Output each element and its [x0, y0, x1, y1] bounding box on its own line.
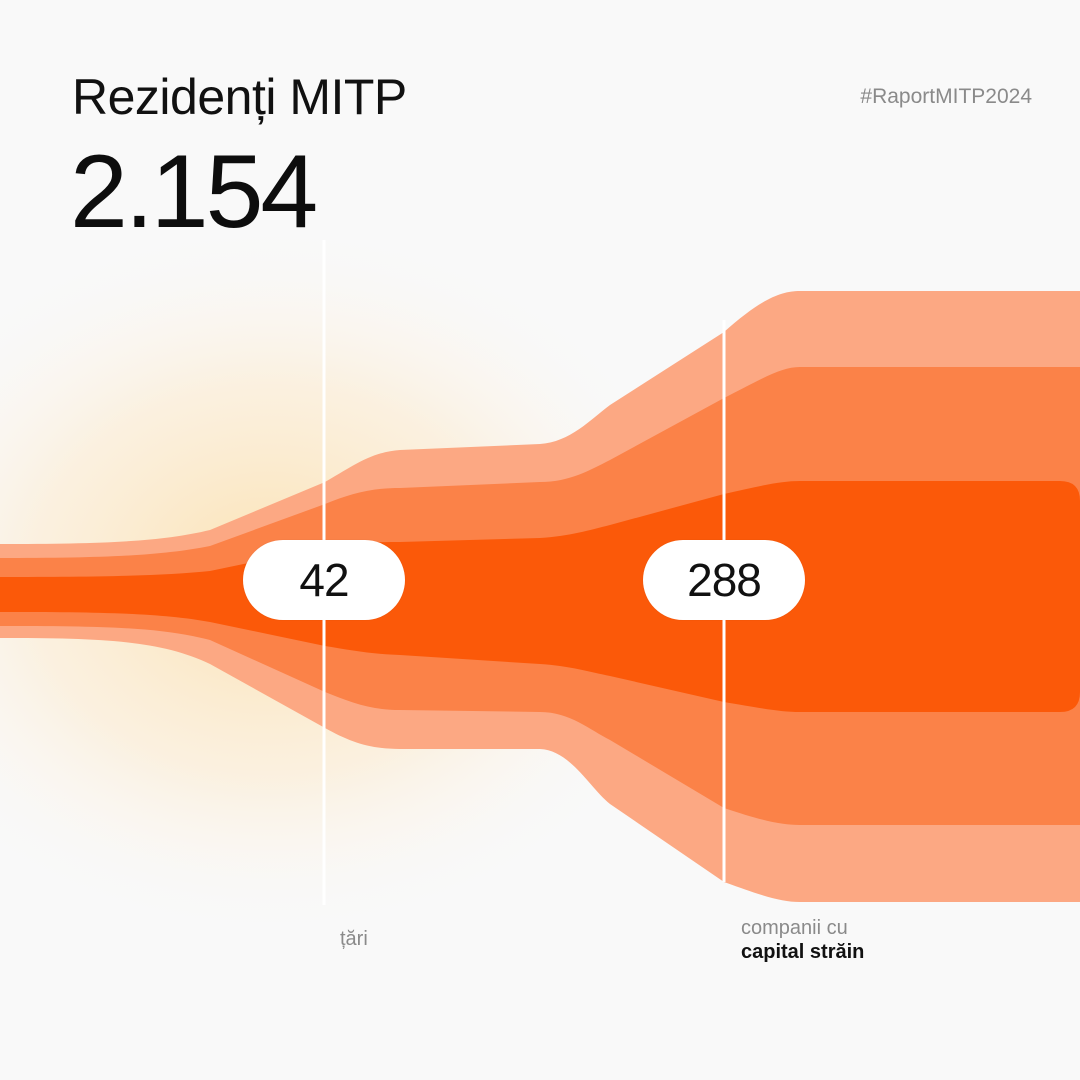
- foreign-companies-count-value: 288: [687, 554, 762, 606]
- total-residents-value: 2.154: [70, 134, 318, 250]
- report-hashtag: #RaportMITP2024: [860, 85, 1032, 108]
- countries-count-badge: 42: [243, 540, 405, 620]
- countries-label: țări: [340, 928, 368, 950]
- countries-count-value: 42: [299, 554, 349, 606]
- foreign-companies-label: companii cu capital străin: [741, 916, 864, 964]
- flow-band-core: [0, 481, 1080, 712]
- foreign-companies-label-line1: companii cu: [741, 917, 848, 939]
- foreign-companies-count-badge: 288: [643, 540, 805, 620]
- foreign-companies-label-line2: capital străin: [741, 941, 865, 963]
- page-title: Rezidenți MITP: [72, 69, 407, 125]
